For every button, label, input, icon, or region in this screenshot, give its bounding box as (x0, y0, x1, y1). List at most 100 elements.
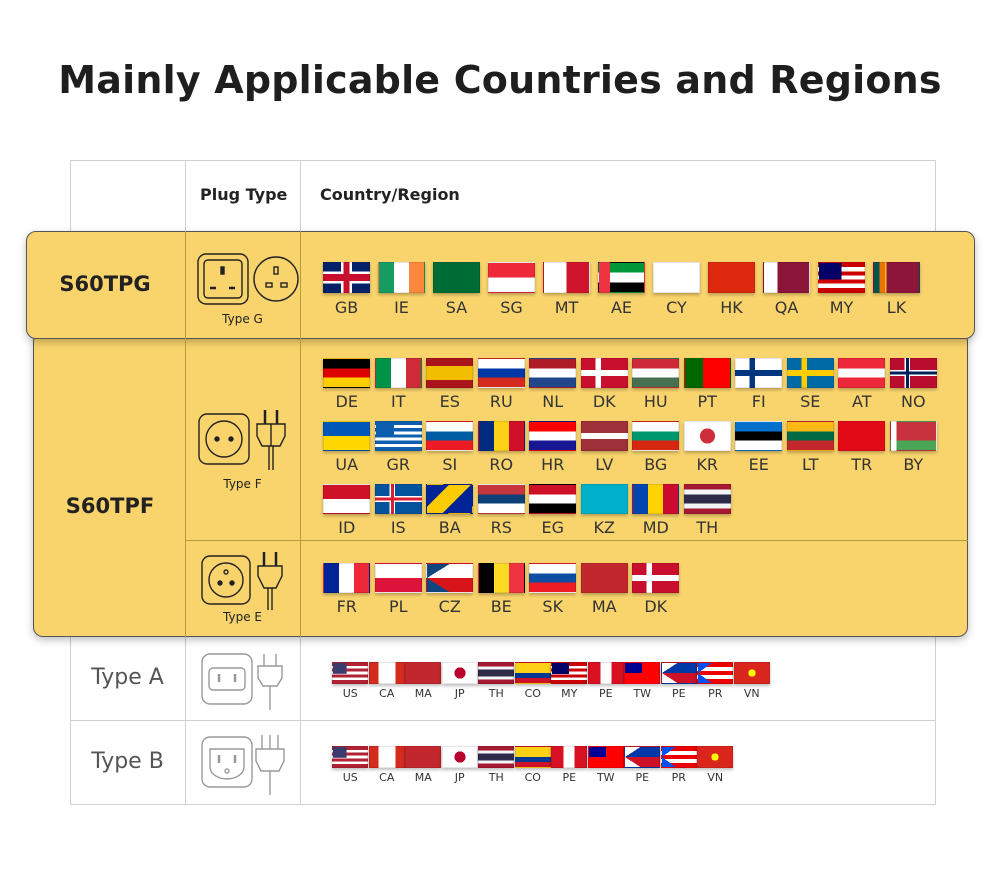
flag-item: TH (478, 662, 515, 700)
flag-cz-icon (426, 563, 474, 593)
country-code: PE (598, 687, 613, 700)
header-country-region: Country/Region (320, 185, 460, 204)
flag-item: US (332, 662, 369, 700)
divider (185, 540, 968, 541)
flag-is-icon (374, 484, 422, 514)
country-code: BY (903, 455, 924, 474)
country-code: SG (500, 298, 523, 317)
country-code: KZ (593, 518, 615, 537)
flag-item: EG (527, 484, 579, 537)
flag-item: SA (429, 262, 484, 317)
flag-item: RU (476, 358, 528, 411)
flag-item: DK (579, 358, 631, 411)
flag-item: BY (888, 421, 940, 474)
country-code: KR (696, 455, 719, 474)
flag-item: HU (630, 358, 682, 411)
flag-dk-icon (580, 358, 628, 388)
flag-tw-icon (624, 662, 661, 684)
flag-item: AT (836, 358, 888, 411)
flag-jp-icon (441, 746, 478, 768)
country-code: FR (336, 597, 357, 616)
flag-my-icon (551, 662, 588, 684)
flag-pt-icon (683, 358, 731, 388)
country-code: TH (696, 518, 719, 537)
country-code: PL (388, 597, 408, 616)
flag-item: KZ (579, 484, 631, 537)
flag-de-icon (323, 358, 371, 388)
flag-lt-icon (786, 421, 834, 451)
flag-item: TH (682, 484, 734, 537)
country-code: HR (541, 455, 565, 474)
flag-hr-icon (529, 421, 577, 451)
flag-item: JP (441, 746, 479, 784)
flag-item: SI (424, 421, 476, 474)
flag-item: EE (733, 421, 785, 474)
flag-hk-icon (708, 262, 755, 293)
flag-th-icon (478, 662, 515, 684)
flag-item: GB (319, 262, 374, 317)
type-b-plug-icon (201, 735, 285, 795)
flag-item: MA (405, 662, 442, 700)
country-code: BE (490, 597, 512, 616)
country-code: SA (445, 298, 468, 317)
country-code: SE (800, 392, 821, 411)
header-plug-type: Plug Type (200, 185, 288, 204)
country-code: AE (610, 298, 633, 317)
flag-nl-icon (529, 358, 577, 388)
flag-mt-icon (543, 262, 590, 293)
country-code: US (342, 687, 358, 700)
page-title: Mainly Applicable Countries and Regions (58, 58, 942, 102)
flag-ma-icon (405, 746, 442, 768)
flag-pe-icon (624, 746, 661, 768)
flag-item: PE (624, 746, 661, 784)
country-code: UA (335, 455, 359, 474)
flags-type-g: GB IE SA SG MT AE CY HK QA MY LK (319, 262, 924, 317)
flag-item: MY (814, 262, 869, 317)
flag-item: TR (836, 421, 888, 474)
flag-item: ES (424, 358, 476, 411)
country-code: EE (748, 455, 769, 474)
flag-sg-icon (488, 262, 535, 293)
country-code: RO (489, 455, 514, 474)
country-code: MY (829, 298, 854, 317)
country-code: TW (633, 687, 652, 700)
flag-item: SK (527, 563, 579, 616)
flag-cy-icon (653, 262, 700, 293)
flag-item: JP (441, 662, 479, 700)
flag-pe-icon (660, 662, 697, 684)
flag-item: QA (759, 262, 814, 317)
country-code: NO (900, 392, 926, 411)
country-code: EG (541, 518, 564, 537)
country-code: QA (774, 298, 799, 317)
flag-item: TH (478, 746, 515, 784)
flag-item: HR (527, 421, 579, 474)
flag-item: LT (785, 421, 837, 474)
flag-item: IS (373, 484, 425, 537)
flag-pe-icon (551, 746, 588, 768)
flag-item: MA (579, 563, 631, 616)
flag-item: FI (733, 358, 785, 411)
flag-item: DE (321, 358, 373, 411)
country-code: PT (697, 392, 717, 411)
flag-gr-icon (374, 421, 422, 451)
flags-type-b: US CA MA JP TH CO PE TW PE PR VN (332, 746, 734, 784)
country-code: CO (524, 687, 541, 700)
flag-pl-icon (374, 563, 422, 593)
flag-item: AE (594, 262, 649, 317)
country-code: VN (707, 771, 724, 784)
flag-qa-icon (763, 262, 810, 293)
country-code: TW (596, 771, 615, 784)
flag-item: CA (368, 662, 406, 700)
flag-item: IE (374, 262, 429, 317)
type-a-label: Type A (91, 665, 164, 690)
country-code: RU (489, 392, 513, 411)
flag-gb-icon (323, 262, 370, 293)
flag-at-icon (838, 358, 886, 388)
flag-it-icon (374, 358, 422, 388)
country-code: DK (644, 597, 668, 616)
country-code: HK (720, 298, 743, 317)
country-code: GB (334, 298, 359, 317)
country-code: ID (338, 518, 356, 537)
flag-vn-icon (733, 662, 770, 684)
type-g-socket-icon (197, 253, 299, 305)
